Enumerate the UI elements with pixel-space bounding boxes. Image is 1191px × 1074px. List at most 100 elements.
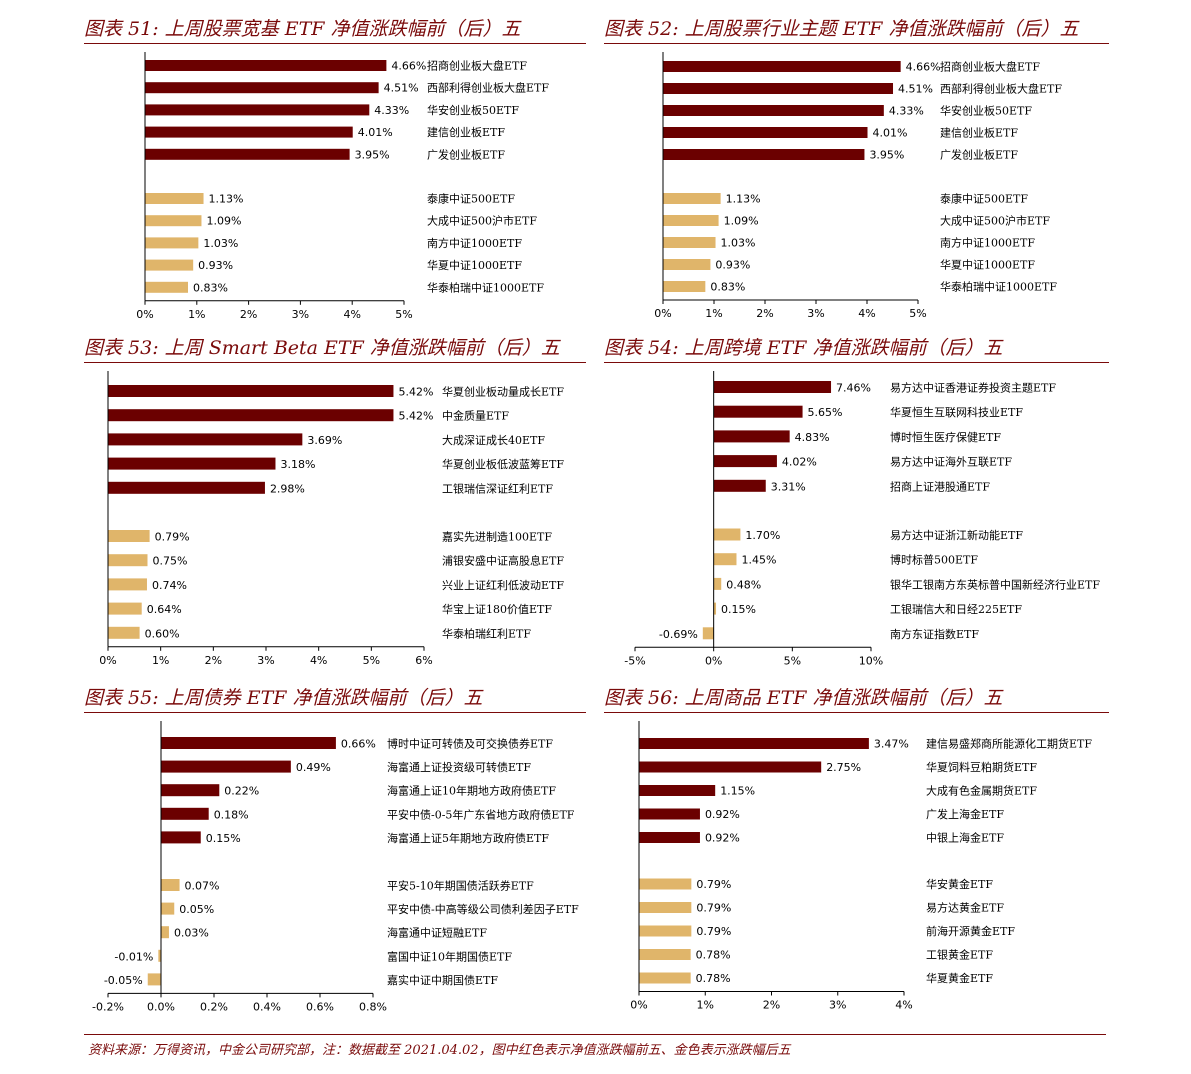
chart-svg: 5.42% 华夏创业板动量成长ETF 5.42% 中金质量ETF 3.69% 大成深证成长… <box>99 371 564 667</box>
category-label: 嘉实先进制造100ETF <box>442 530 552 544</box>
top-bar-3 <box>713 430 790 443</box>
category-label: 华安创业板50ETF <box>940 104 1032 118</box>
bar-value-label: 1.03% <box>203 237 238 250</box>
x-tick-label: 5% <box>363 654 380 667</box>
top-bar-5 <box>713 479 766 492</box>
category-label: 华夏恒生互联网科技业ETF <box>890 405 1023 419</box>
bar-value-label: 4.01% <box>873 127 908 140</box>
category-label: 招商创业板大盘ETF <box>427 59 527 73</box>
bar-value-label: 2.98% <box>270 482 305 495</box>
bar-value-label: 4.51% <box>384 82 419 95</box>
category-label: 华夏中证1000ETF <box>427 258 522 272</box>
category-label: 南方中证1000ETF <box>940 236 1035 250</box>
bar-value-label: 3.31% <box>771 480 806 493</box>
x-tick-label: 1% <box>705 307 722 320</box>
category-label: 兴业上证红利低波动ETF <box>442 579 564 592</box>
category-label: 中银上海金ETF <box>926 831 1004 845</box>
bar-value-label: 0.79% <box>155 531 190 544</box>
category-label: 博时标普500ETF <box>890 553 978 567</box>
top-bar-3 <box>663 105 884 116</box>
chart-svg: 4.66% 招商创业板大盘ETF 4.51% 西部利得创业板大盘ETF 4.33% 华安创… <box>136 52 549 321</box>
category-label: 华夏饲料豆粕期货ETF <box>926 760 1037 774</box>
bar-value-label: 1.15% <box>720 785 755 798</box>
panel-54: 图表 54: 上周跨境 ETF 净值涨跌幅前（后）五 7.46% 易方达中证香港证… <box>604 333 1109 670</box>
bottom-bar-1 <box>663 193 721 204</box>
footer-rule <box>84 1034 1106 1035</box>
category-label: 西部利得创业板大盘ETF <box>940 82 1062 96</box>
bar-value-label: 5.42% <box>398 386 433 399</box>
x-tick-label: 3% <box>807 307 824 320</box>
bar-value-label: 2.75% <box>826 761 861 774</box>
category-label: 大成有色金属期货ETF <box>926 784 1037 798</box>
category-label: 浦银安盛中证高股息ETF <box>442 554 564 568</box>
x-tick-label: 5% <box>909 307 926 320</box>
chart-svg: 0.66% 博时中证可转债及可交换债券ETF 0.49% 海富通上证投资级可转债ETF… <box>92 721 579 1013</box>
bar-value-label: 3.69% <box>307 434 342 447</box>
x-tick-label: 1% <box>152 654 169 667</box>
x-tick-label: 4% <box>310 654 327 667</box>
bar-chart: 7.46% 易方达中证香港证券投资主题ETF 5.65% 华夏恒生互联网科技业ETF 4… <box>604 371 1109 670</box>
bar-value-label: 4.02% <box>782 456 817 469</box>
top-bar-4 <box>145 126 353 138</box>
x-tick-label: 4% <box>895 999 912 1012</box>
category-label: 建信易盛郑商所能源化工期货ETF <box>926 737 1092 751</box>
category-label: 博时恒生医疗保健ETF <box>890 430 1001 444</box>
x-tick-label: 0.6% <box>306 1000 334 1013</box>
bottom-bar-1 <box>713 528 741 541</box>
bar-value-label: 0.92% <box>705 832 740 845</box>
top-bar-5 <box>161 831 201 844</box>
category-label: 招商创业板大盘ETF <box>940 60 1040 74</box>
bar-value-label: 0.83% <box>710 281 745 294</box>
bottom-bar-2 <box>145 215 202 227</box>
title-rule <box>604 43 1109 44</box>
bar-value-label: 0.93% <box>715 259 750 272</box>
category-label: 广发上海金ETF <box>926 807 1004 821</box>
category-label: 华夏中证1000ETF <box>940 258 1035 272</box>
x-tick-label: 4% <box>858 307 875 320</box>
bar-value-label: 1.45% <box>741 554 776 567</box>
bar-value-label: 1.09% <box>206 215 241 228</box>
title-rule <box>84 362 586 363</box>
bottom-bar-1 <box>108 530 150 542</box>
category-label: 中金质量ETF <box>442 409 509 423</box>
bar-value-label: 1.70% <box>745 529 780 542</box>
x-tick-label: 6% <box>415 654 432 667</box>
chart-svg: 3.47% 建信易盛郑商所能源化工期货ETF 2.75% 华夏饲料豆粕期货ETF 1.1… <box>630 721 1092 1012</box>
top-bar-2 <box>639 761 822 773</box>
bottom-bar-2 <box>161 902 175 915</box>
bar-value-label: -0.01% <box>114 950 153 963</box>
category-label: 华安黄金ETF <box>926 877 993 891</box>
title-rule <box>84 43 586 44</box>
category-label: 海富通上证5年期地方政府债ETF <box>387 831 549 845</box>
top-bar-2 <box>145 82 379 94</box>
bar-value-label: 1.13% <box>726 193 761 206</box>
bar-value-label: 0.48% <box>726 578 761 591</box>
x-tick-label: 5% <box>784 654 801 667</box>
bar-value-label: 0.75% <box>153 555 188 568</box>
bottom-bar-3 <box>639 925 692 937</box>
title-rule <box>84 712 586 713</box>
top-bar-4 <box>713 455 777 468</box>
top-bar-1 <box>713 381 832 393</box>
bottom-bar-2 <box>663 215 719 226</box>
x-tick-label: 0% <box>654 307 671 320</box>
bottom-bar-1 <box>145 193 204 204</box>
x-tick-label: 3% <box>292 308 309 321</box>
x-tick-label: 4% <box>343 308 360 321</box>
category-label: 华安创业板50ETF <box>427 103 519 117</box>
category-label: 大成中证500沪市ETF <box>940 214 1050 228</box>
bar-value-label: 3.95% <box>355 148 390 161</box>
panel-51: 图表 51: 上周股票宽基 ETF 净值涨跌幅前（后）五 4.66% 招商创业板大… <box>84 14 586 332</box>
bottom-bar-4 <box>713 602 717 615</box>
category-label: 工银黄金ETF <box>926 948 993 962</box>
bar-value-label: 0.03% <box>174 927 209 940</box>
x-tick-label: 0% <box>136 308 153 321</box>
panel-53: 图表 53: 上周 Smart Beta ETF 净值涨跌幅前（后）五 5.42… <box>84 333 586 670</box>
category-label: 泰康中证500ETF <box>427 192 515 206</box>
category-label: 前海开源黄金ETF <box>926 924 1015 938</box>
panel-title: 图表 51: 上周股票宽基 ETF 净值涨跌幅前（后）五 <box>84 18 521 40</box>
x-tick-label: 1% <box>188 308 205 321</box>
bar-value-label: 0.60% <box>145 627 180 640</box>
category-label: 华泰柏瑞中证1000ETF <box>940 280 1057 294</box>
bar-chart: 0.66% 博时中证可转债及可交换债券ETF 0.49% 海富通上证投资级可转债ETF… <box>84 721 586 1018</box>
